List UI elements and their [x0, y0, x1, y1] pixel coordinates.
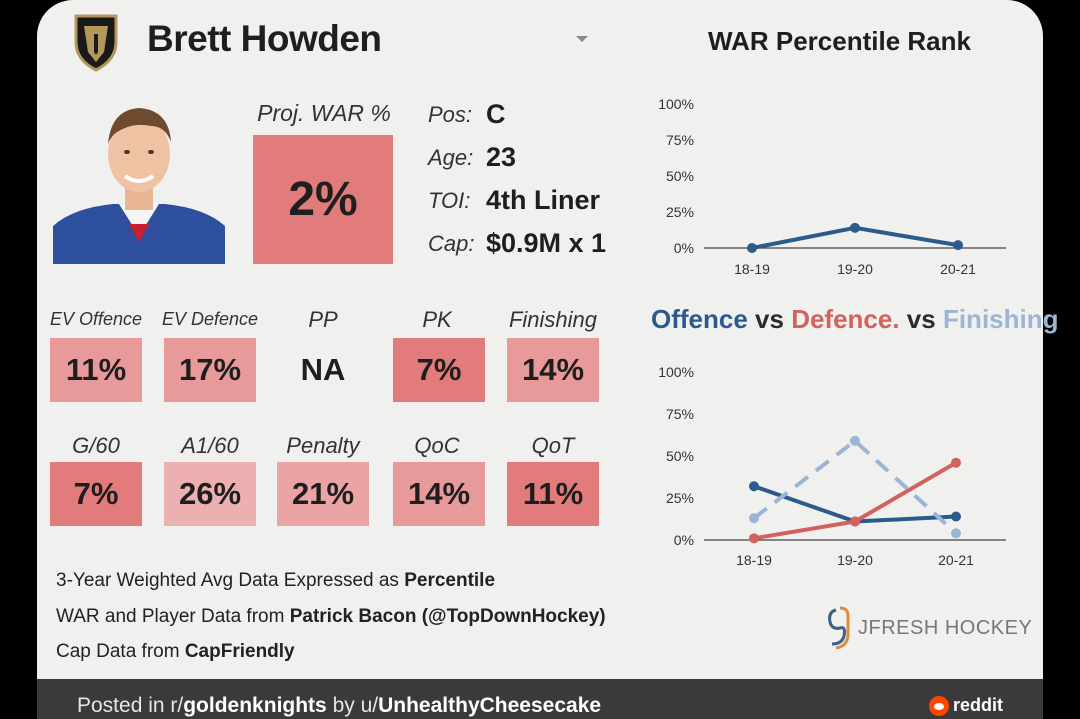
proj-war-label: Proj. WAR %	[257, 100, 391, 126]
data-point	[951, 457, 961, 468]
stat-label-a160: A1/60	[181, 433, 239, 458]
data-point	[850, 222, 860, 233]
war-chart-title: WAR Percentile Rank	[708, 26, 971, 56]
x-tick-label: 20-21	[938, 552, 974, 568]
war-percentile-chart: 0% 25% 50% 75% 100% 18-19 19-20 20-21	[658, 96, 1006, 277]
y-tick-label: 0%	[674, 532, 694, 548]
legend-finishing: Finishing	[942, 304, 1059, 334]
series-line-defence	[753, 460, 958, 541]
y-tick-label: 50%	[666, 448, 694, 464]
jfresh-branding: JFRESH HOCKEY	[826, 606, 1032, 650]
player-headshot-image	[53, 96, 225, 264]
y-tick-label: 50%	[666, 168, 694, 184]
stat-value-ev-defence: 17%	[164, 338, 256, 402]
stat-value-qot: 11%	[507, 462, 599, 526]
cap-value: $0.9M x 1	[486, 228, 607, 258]
y-tick-label: 75%	[666, 132, 694, 148]
stat-value-pk: 7%	[393, 338, 485, 402]
player-name: Brett Howden	[147, 18, 382, 59]
subreddit-link[interactable]: goldenknights	[183, 694, 327, 717]
y-tick-label: 25%	[666, 204, 694, 220]
stat-label-finishing: Finishing	[508, 307, 598, 332]
stat-value-finishing: 14%	[507, 338, 599, 402]
stat-label-penalty: Penalty	[286, 433, 360, 458]
x-tick-label: 19-20	[837, 261, 873, 277]
x-tick-label: 20-21	[940, 261, 976, 277]
offence-defence-chart: 0% 25% 50% 75% 100% 18-19 19-20 20-21	[658, 364, 1006, 568]
legend-offence: Offence	[651, 304, 748, 334]
stat-label-ev-defence: EV Defence	[161, 309, 259, 329]
proj-war-value: 2%	[253, 135, 393, 264]
stat-value-penalty: 21%	[277, 462, 369, 526]
data-point	[749, 481, 759, 492]
series-line-finishing	[752, 438, 958, 535]
jfresh-text: JFRESH HOCKEY	[858, 616, 1033, 639]
stat-label-qot: QoT	[531, 433, 575, 458]
data-point	[749, 533, 759, 544]
stat-value-pp: NA	[300, 352, 346, 387]
data-point	[951, 511, 961, 522]
stat-label-pk: PK	[422, 307, 452, 332]
x-tick-label: 19-20	[837, 552, 873, 568]
data-point	[953, 240, 963, 251]
player-dropdown-icon[interactable]	[576, 36, 588, 42]
footnote-war-source: WAR and Player Data from Patrick Bacon (…	[56, 606, 606, 627]
age-value: 23	[486, 142, 517, 172]
jfresh-logo-icon	[828, 606, 850, 650]
x-tick-label: 18-19	[736, 552, 772, 568]
pos-label: Pos:	[428, 102, 473, 127]
stat-label-qoc: QoC	[414, 433, 460, 458]
stat-label-pp: PP	[308, 307, 338, 332]
user-link[interactable]: UnhealthyCheesecake	[378, 694, 602, 717]
golden-knights-helmet-icon	[74, 14, 118, 72]
data-point	[951, 528, 961, 539]
cap-label: Cap:	[428, 231, 475, 256]
stat-value-a160: 26%	[164, 462, 256, 526]
legend-defence: Defence.	[791, 304, 900, 334]
y-tick-label: 0%	[674, 240, 694, 256]
toi-label: TOI:	[428, 188, 471, 213]
pos-value: C	[486, 99, 506, 129]
reddit-post-bar: Posted in r/goldenknights by u/Unhealthy…	[37, 679, 1043, 719]
y-tick-label: 75%	[666, 406, 694, 422]
reddit-logo[interactable]: reddit	[928, 695, 1003, 716]
age-label: Age:	[428, 145, 474, 170]
stat-label-g60: G/60	[72, 433, 120, 458]
stat-value-ev-offence: 11%	[50, 338, 142, 402]
data-point	[747, 243, 757, 253]
data-point	[850, 516, 860, 527]
footnote-cap-source: Cap Data from CapFriendly	[56, 641, 295, 662]
offence-defence-finishing-title: Offence vs Defence. vs Finishing	[651, 304, 1059, 334]
y-tick-label: 100%	[658, 96, 694, 112]
reddit-attribution: Posted in r/goldenknights by u/Unhealthy…	[77, 694, 602, 717]
data-point	[850, 435, 860, 446]
y-tick-label: 25%	[666, 490, 694, 506]
stat-value-g60: 7%	[50, 462, 142, 526]
reddit-icon	[928, 695, 949, 716]
data-point	[749, 513, 759, 524]
footnote-percentile: 3-Year Weighted Avg Data Expressed as Pe…	[56, 570, 496, 591]
stat-value-qoc: 14%	[393, 462, 485, 526]
y-tick-label: 100%	[658, 364, 694, 380]
stat-label-ev-offence: EV Offence	[49, 309, 143, 329]
x-tick-label: 18-19	[734, 261, 770, 277]
toi-value: 4th Liner	[486, 185, 601, 215]
